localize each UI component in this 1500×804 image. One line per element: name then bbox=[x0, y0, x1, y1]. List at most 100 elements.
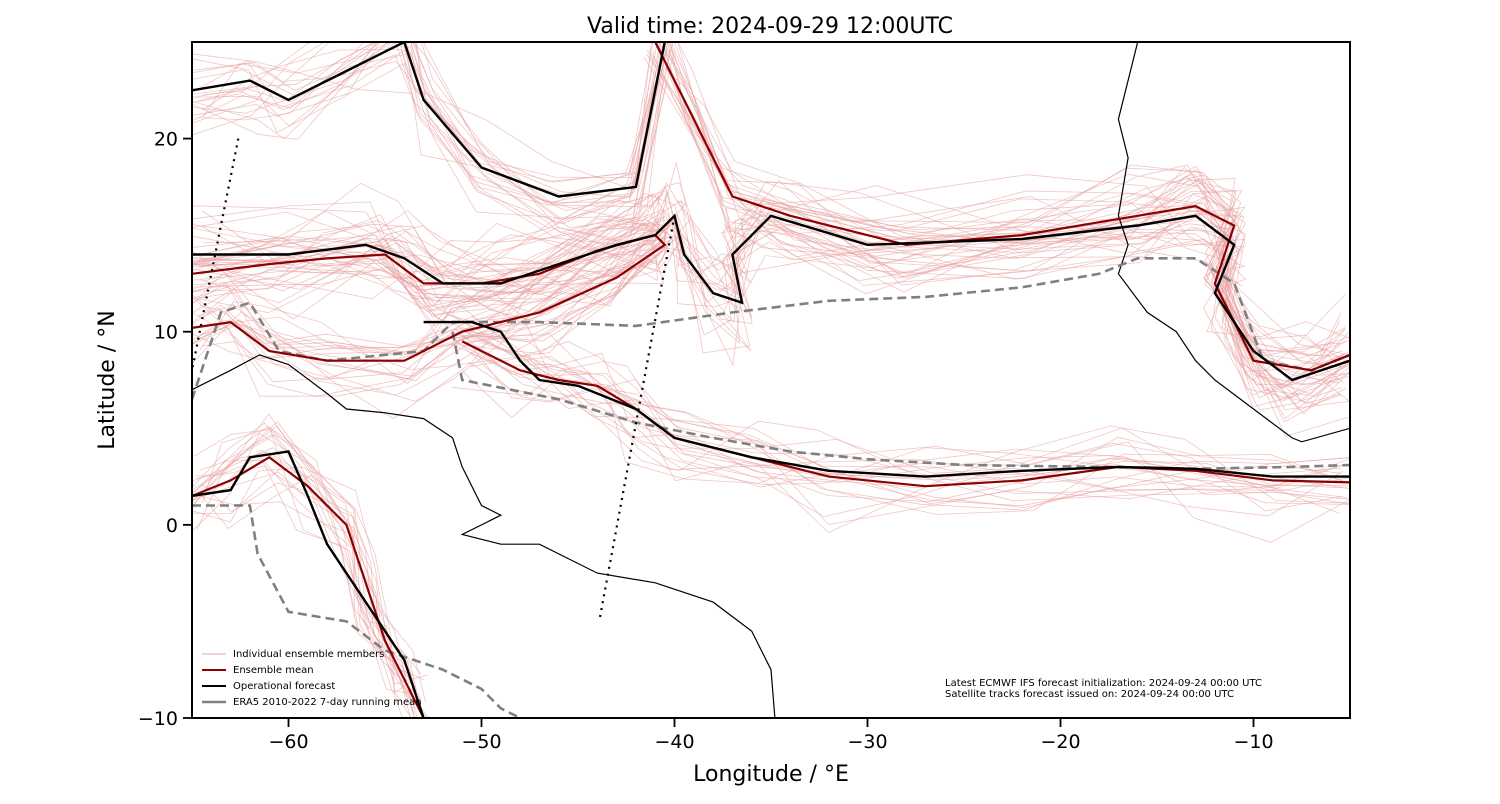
ensemble-mean-line bbox=[192, 455, 425, 718]
satellite-track bbox=[192, 138, 240, 371]
x-tick-label: −30 bbox=[847, 731, 887, 753]
ensemble-member-line bbox=[199, 475, 404, 718]
ensemble-member-line bbox=[203, 42, 667, 198]
ensemble-member-line bbox=[192, 42, 675, 221]
y-axis-label: Latitude / °N bbox=[95, 310, 120, 449]
ensemble-member-line bbox=[471, 345, 1347, 489]
ensemble-member-line bbox=[192, 178, 1347, 423]
legend-item-ensemble-members: Individual ensemble members bbox=[202, 649, 384, 660]
ensemble-member-line bbox=[192, 42, 668, 204]
ensemble-member-line bbox=[471, 330, 1343, 517]
coastline-africa bbox=[1117, 42, 1350, 443]
ensemble-member-line bbox=[195, 457, 417, 691]
ensemble-member-line bbox=[196, 420, 415, 718]
ensemble-member-line bbox=[198, 42, 671, 239]
ensemble-member-line bbox=[455, 328, 1341, 507]
ensemble-member-line bbox=[199, 459, 426, 702]
x-tick-label: −20 bbox=[1040, 731, 1080, 753]
legend-item-era5: ERA5 2010-2022 7-day running mean bbox=[202, 697, 422, 708]
ensemble-member-line bbox=[192, 239, 665, 360]
era5-mean-line bbox=[451, 331, 1350, 471]
satellite-track bbox=[598, 215, 676, 622]
ensemble-member-line bbox=[192, 191, 1346, 383]
ensemble-member-line bbox=[192, 42, 665, 208]
operational-forecast-line bbox=[192, 42, 666, 198]
legend-item-operational-forecast: Operational forecast bbox=[202, 681, 335, 692]
ensemble-member-line bbox=[192, 42, 656, 245]
ensemble-mean-line bbox=[654, 42, 1350, 372]
chart-title: Valid time: 2024-09-29 12:00UTC bbox=[587, 14, 953, 39]
ensemble-mean-line bbox=[461, 340, 1350, 488]
ensemble-member-line bbox=[677, 42, 1350, 397]
ensemble-member-line bbox=[465, 331, 1350, 505]
ensemble-member-line bbox=[677, 42, 1350, 386]
ensemble-member-line bbox=[192, 42, 667, 221]
ensemble-member-line bbox=[192, 179, 1340, 402]
ensemble-member-line bbox=[192, 42, 652, 229]
ensemble-member-line bbox=[192, 225, 656, 397]
operational-forecast-line bbox=[423, 320, 1350, 478]
ensemble-member-line bbox=[470, 341, 1340, 518]
ensemble-member-line bbox=[192, 193, 671, 371]
ensemble-member-line bbox=[193, 42, 669, 203]
legend-label-ensemble-mean: Ensemble mean bbox=[233, 665, 314, 676]
x-axis-label: Longitude / °E bbox=[693, 762, 849, 787]
legend-label-operational-forecast: Operational forecast bbox=[233, 681, 335, 692]
ensemble-member-line bbox=[192, 192, 665, 419]
ensemble-member-line bbox=[461, 370, 1350, 526]
ensemble-member-line bbox=[458, 327, 1343, 494]
ensemble-member-line bbox=[192, 413, 414, 714]
x-tick-label: −60 bbox=[268, 731, 308, 753]
ensemble-member-line bbox=[192, 178, 1349, 437]
plot-frame bbox=[191, 41, 1351, 719]
ensemble-mean-line bbox=[192, 233, 667, 362]
legend: Individual ensemble members Ensemble mea… bbox=[202, 649, 422, 708]
ensemble-member-line bbox=[192, 42, 664, 196]
ensemble-member-line bbox=[192, 218, 674, 350]
ensemble-member-line bbox=[662, 44, 1350, 339]
era5-mean-line bbox=[192, 504, 521, 718]
ensemble-member-line bbox=[192, 42, 661, 225]
legend-item-ensemble-mean: Ensemble mean bbox=[202, 665, 314, 676]
y-tick-label: 20 bbox=[154, 129, 178, 151]
ensemble-member-line bbox=[195, 465, 422, 699]
x-tick-label: −10 bbox=[1233, 731, 1273, 753]
ensemble-member-line bbox=[202, 482, 424, 718]
annotation-initialization: Latest ECMWF IFS forecast initialization… bbox=[945, 678, 1262, 689]
ensemble-member-line bbox=[454, 300, 1342, 488]
legend-label-era5: ERA5 2010-2022 7-day running mean bbox=[233, 697, 422, 708]
plot-area bbox=[192, 42, 1350, 718]
annotation-satellite-issued: Satellite tracks forecast issued on: 202… bbox=[945, 689, 1234, 700]
axis-ticks: −60 −50 −40 −30 −20 −10 −10 0 10 20 bbox=[138, 129, 1274, 753]
coastline-south-america bbox=[192, 354, 776, 718]
x-tick-label: −50 bbox=[461, 731, 501, 753]
ensemble-member-line bbox=[670, 42, 1346, 396]
ensemble-member-line bbox=[192, 195, 1350, 411]
y-tick-label: −10 bbox=[138, 708, 178, 730]
ensemble-member-line bbox=[450, 334, 1342, 505]
legend-label-ensemble-members: Individual ensemble members bbox=[233, 649, 384, 660]
ensemble-member-line bbox=[451, 360, 1350, 534]
ensemble-member-line bbox=[192, 237, 670, 383]
ensemble-member-line bbox=[202, 42, 662, 219]
ensemble-member-line bbox=[192, 167, 1350, 411]
ensemble-member-line bbox=[192, 224, 660, 397]
ensemble-member-line bbox=[455, 345, 1350, 509]
ensemble-member-line bbox=[192, 50, 655, 191]
ensemble-member-line bbox=[192, 468, 418, 718]
y-tick-label: 10 bbox=[154, 322, 178, 344]
ensemble-member-line bbox=[192, 174, 1346, 367]
ensemble-member-line bbox=[192, 434, 416, 694]
ensemble-member-line bbox=[192, 42, 665, 229]
ensemble-member-line bbox=[192, 471, 411, 718]
y-tick-label: 0 bbox=[166, 515, 178, 537]
ensemble-member-line bbox=[192, 42, 674, 233]
ensemble-member-line bbox=[660, 48, 1348, 374]
ensemble-member-line bbox=[192, 422, 416, 709]
operational-forecast-line bbox=[192, 213, 1350, 382]
ensemble-member-line bbox=[451, 313, 1350, 543]
ensemble-member-line bbox=[646, 53, 1343, 370]
ensemble-member-line bbox=[192, 186, 1350, 364]
ensemble-member-line bbox=[192, 42, 660, 206]
